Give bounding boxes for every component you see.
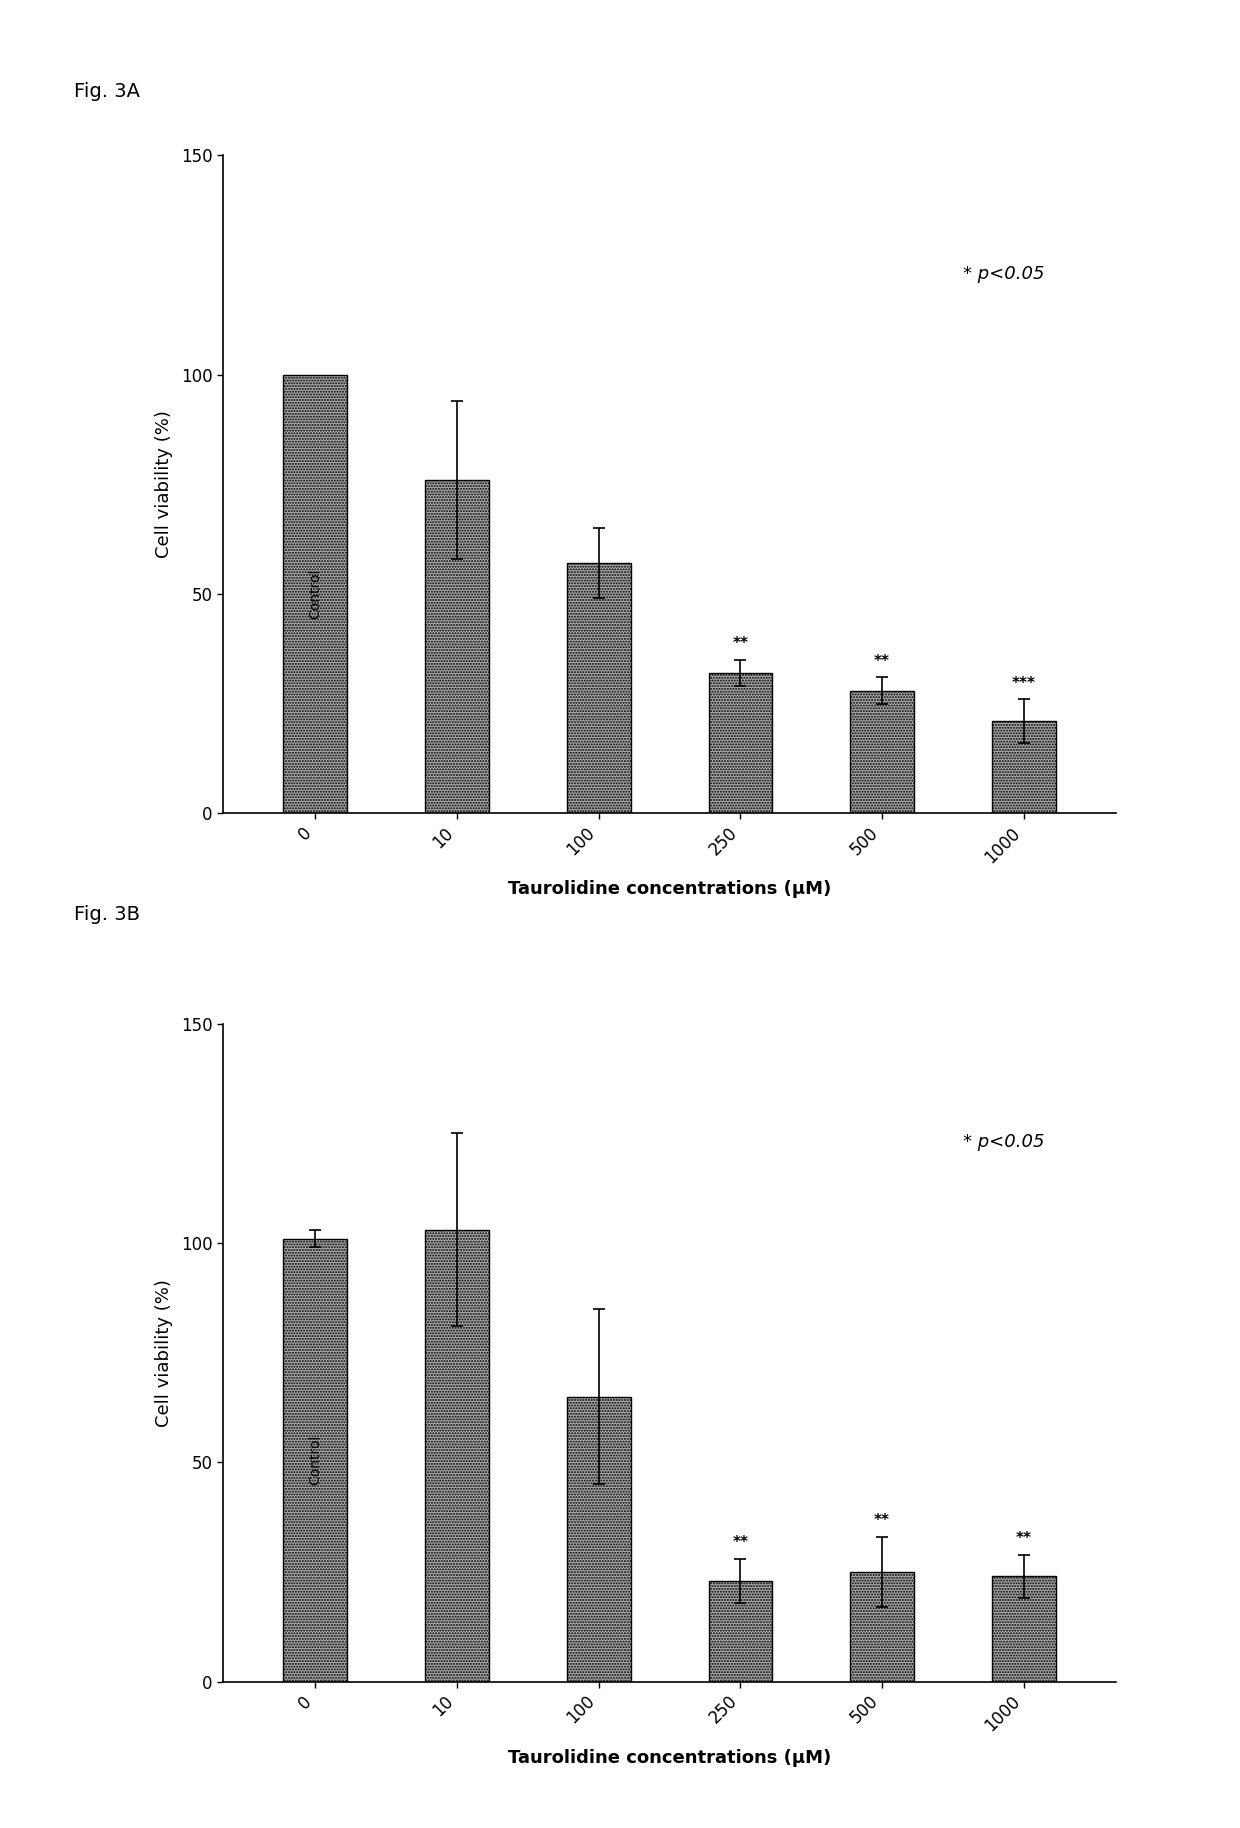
Bar bbox=[284, 1239, 347, 1682]
Text: **: ** bbox=[1016, 1530, 1032, 1546]
Bar bbox=[425, 1230, 489, 1682]
Text: **: ** bbox=[874, 1514, 890, 1528]
Bar bbox=[992, 1576, 1055, 1682]
Bar bbox=[851, 691, 914, 813]
Bar bbox=[851, 1572, 914, 1682]
Bar bbox=[425, 481, 489, 813]
Text: **: ** bbox=[733, 636, 749, 651]
Text: Fig. 3B: Fig. 3B bbox=[74, 905, 140, 923]
Y-axis label: Cell viability (%): Cell viability (%) bbox=[155, 1280, 172, 1426]
Bar bbox=[567, 1397, 631, 1682]
Bar bbox=[992, 722, 1055, 813]
Y-axis label: Cell viability (%): Cell viability (%) bbox=[155, 411, 172, 558]
Text: **: ** bbox=[874, 654, 890, 669]
Text: Control: Control bbox=[309, 569, 322, 620]
Text: Control: Control bbox=[309, 1435, 322, 1486]
Bar bbox=[708, 1581, 773, 1682]
X-axis label: Taurolidine concentrations (μM): Taurolidine concentrations (μM) bbox=[508, 881, 831, 898]
X-axis label: Taurolidine concentrations (μM): Taurolidine concentrations (μM) bbox=[508, 1749, 831, 1766]
Bar bbox=[708, 673, 773, 813]
Text: ***: *** bbox=[1012, 676, 1035, 691]
Text: Fig. 3A: Fig. 3A bbox=[74, 82, 140, 101]
Bar bbox=[567, 563, 631, 813]
Bar bbox=[284, 375, 347, 813]
Text: * p<0.05: * p<0.05 bbox=[963, 265, 1044, 283]
Text: **: ** bbox=[733, 1536, 749, 1550]
Text: * p<0.05: * p<0.05 bbox=[963, 1133, 1044, 1152]
